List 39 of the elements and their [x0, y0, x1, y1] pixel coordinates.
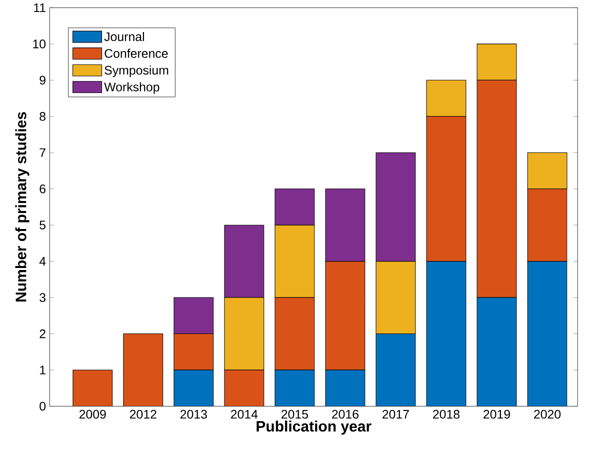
bar: [274, 297, 315, 370]
y-axis-title: Number of primary studies: [15, 112, 30, 302]
y-tick-label: 3: [40, 293, 46, 302]
y-tick-label: 10: [33, 40, 46, 48]
x-tick-label: 2013: [180, 410, 207, 419]
x-axis-title: Publication year: [256, 420, 372, 435]
bar: [174, 297, 214, 334]
bar: [325, 261, 366, 370]
bar: [426, 116, 466, 262]
bar: [224, 370, 264, 406]
legend-label: Workshop: [104, 82, 160, 94]
y-tick-label: 6: [40, 184, 46, 194]
y-tick-label: 11: [34, 4, 46, 12]
y-tick-label: 7: [40, 148, 46, 158]
x-tick-label: 2014: [230, 410, 258, 419]
legend-label: Symposium: [104, 66, 168, 78]
y-tick-label: 0: [40, 402, 46, 411]
bar: [174, 334, 214, 370]
y-tick-label: 5: [40, 220, 46, 230]
y-tick-label: 2: [40, 330, 46, 338]
x-tick-label: 2018: [433, 410, 460, 419]
x-tick-label: 2020: [534, 410, 561, 419]
y-tick-label: 9: [40, 76, 46, 85]
x-tick-label: 2015: [281, 410, 308, 419]
legend-label: Conference: [104, 48, 168, 58]
x-tick-label: 2016: [332, 410, 358, 419]
legend-label: Journal: [104, 32, 144, 42]
x-tick-label: 2019: [484, 410, 510, 419]
bar: [123, 334, 164, 406]
y-tick-label: 4: [39, 257, 46, 266]
y-tick-label: 1: [40, 366, 46, 374]
x-tick-label: 2017: [382, 410, 409, 419]
bar: [527, 188, 568, 262]
x-tick-label: 2012: [130, 410, 156, 419]
x-tick-label: 2009: [79, 410, 106, 419]
y-tick-label: 8: [40, 112, 46, 121]
bar: [476, 80, 517, 298]
bar: [325, 188, 366, 262]
bar: [72, 370, 113, 406]
